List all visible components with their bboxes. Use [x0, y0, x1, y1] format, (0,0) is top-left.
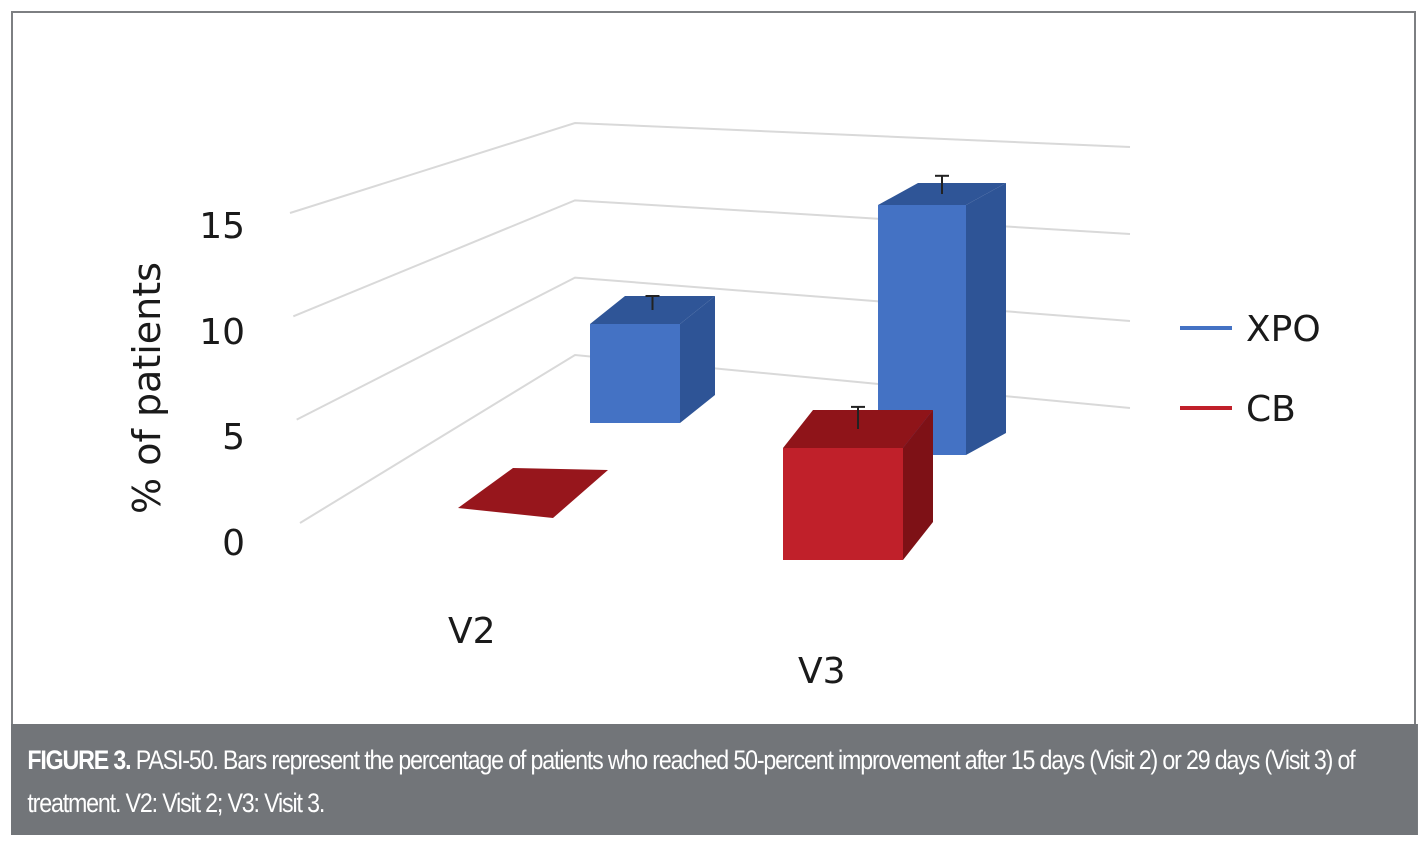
bar-side	[903, 410, 933, 560]
y-tick-label: 15	[199, 206, 245, 247]
chart: 0 5 10 15 % of patients V2 V3 XPO CB	[125, 121, 1321, 692]
y-tick-label: 5	[222, 417, 245, 458]
bar-cb-V2	[458, 468, 608, 518]
bar-xpo-V2	[590, 296, 715, 423]
legend-label-xpo: XPO	[1246, 309, 1321, 350]
bars	[458, 174, 1006, 560]
figure-frame	[11, 11, 1416, 834]
caption-label: FIGURE 3.	[27, 745, 131, 775]
x-tick-label: V2	[448, 611, 496, 652]
x-axis-ticks: V2 V3	[448, 611, 846, 692]
y-axis-ticks: 0 5 10 15	[199, 206, 245, 564]
gridline	[289, 121, 1131, 214]
y-axis-label: % of patients	[125, 262, 169, 514]
legend-label-cb: CB	[1246, 389, 1296, 430]
y-tick-label: 0	[222, 523, 245, 564]
y-tick-label: 10	[199, 312, 245, 353]
bar-side	[680, 296, 715, 423]
legend: XPO CB	[1180, 309, 1321, 430]
x-tick-label: V3	[798, 651, 846, 692]
figure-caption: FIGURE 3. PASI-50. Bars represent the pe…	[11, 724, 1418, 835]
bar-front	[590, 324, 680, 423]
bar-cb-V3	[783, 410, 933, 560]
caption-text: PASI-50. Bars represent the percentage o…	[27, 745, 1355, 818]
bar-side	[966, 183, 1006, 455]
bar-front	[783, 448, 903, 560]
